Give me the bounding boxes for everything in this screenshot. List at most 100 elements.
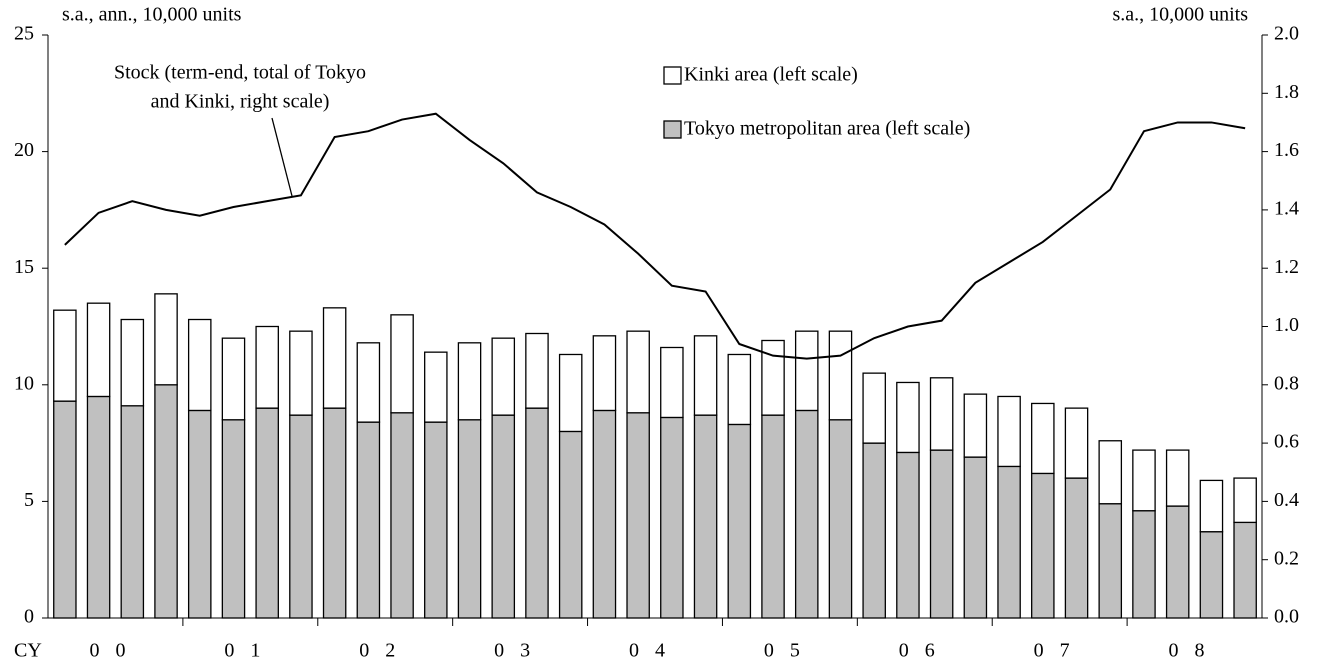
bar — [390, 412, 414, 619]
bar — [53, 400, 77, 619]
bar — [187, 409, 212, 619]
bar — [929, 377, 954, 451]
y2-axis-label: s.a., 10,000 units — [1112, 4, 1248, 26]
legend-label: Tokyo metropolitan area (left scale) — [684, 118, 970, 140]
y-tick-label: 0 — [24, 606, 34, 628]
bar — [120, 405, 145, 619]
bar — [1064, 407, 1089, 479]
y2-tick-label: 1.6 — [1274, 139, 1299, 161]
bar — [1199, 531, 1224, 619]
y-tick-label: 20 — [14, 139, 34, 161]
bar — [794, 330, 819, 412]
bar — [1098, 440, 1123, 505]
x-tick-label: 05 — [764, 640, 816, 662]
bar — [558, 353, 583, 433]
bar — [626, 412, 650, 619]
y-axis-label: s.a., ann., 10,000 units — [62, 4, 242, 26]
y2-tick-label: 1.4 — [1274, 197, 1299, 219]
bar — [221, 419, 246, 619]
x-tick-label: 06 — [899, 640, 951, 662]
bar — [255, 325, 279, 409]
bar — [862, 372, 886, 444]
bar — [660, 346, 684, 419]
bar — [390, 314, 414, 414]
x-tick-label: 07 — [1034, 640, 1086, 662]
bar — [86, 395, 111, 619]
bar — [120, 318, 145, 407]
bar — [1233, 521, 1257, 619]
bar — [1132, 510, 1156, 619]
bar — [592, 409, 617, 619]
bar — [1233, 477, 1257, 524]
bar — [997, 465, 1021, 619]
bar — [86, 302, 111, 398]
bar — [525, 332, 549, 409]
bar — [626, 330, 650, 414]
bar — [592, 335, 617, 412]
legend-swatch — [663, 66, 682, 85]
bar — [322, 407, 347, 619]
bar — [154, 293, 178, 386]
y2-tick-label: 2.0 — [1274, 23, 1299, 45]
x-tick-label: 00 — [89, 640, 141, 662]
y2-tick-label: 0.6 — [1274, 431, 1299, 453]
bar — [693, 414, 718, 619]
y2-tick-label: 1.8 — [1274, 81, 1299, 103]
bar — [1064, 477, 1089, 619]
x-tick-label: 03 — [494, 640, 546, 662]
bar — [558, 430, 583, 619]
bar — [289, 330, 313, 416]
bar — [491, 337, 516, 416]
bar — [963, 393, 988, 458]
bar — [896, 381, 920, 454]
y2-tick-label: 0.8 — [1274, 372, 1299, 394]
bar — [727, 353, 752, 426]
line — [64, 112, 1246, 360]
bar — [255, 407, 279, 619]
y2-tick-label: 1.0 — [1274, 314, 1299, 336]
x-tick-label: 08 — [1169, 640, 1221, 662]
bar — [761, 414, 785, 619]
bar — [1098, 503, 1123, 619]
bar — [1165, 505, 1190, 619]
bar — [154, 384, 178, 619]
y2-tick-label: 0.4 — [1274, 489, 1299, 511]
bar — [963, 456, 988, 619]
x-tick-label: 02 — [359, 640, 411, 662]
legend-swatch — [663, 120, 682, 139]
bar — [1031, 472, 1055, 619]
bar — [457, 419, 482, 619]
legend-label: Kinki area (left scale) — [684, 64, 858, 86]
annotation: Stock (term-end, total of Tokyo — [114, 62, 366, 84]
bar — [187, 318, 212, 412]
bar — [727, 423, 752, 619]
bar — [53, 309, 77, 402]
bar — [997, 395, 1021, 468]
y-tick-label: 10 — [14, 372, 34, 394]
bar — [828, 419, 853, 619]
bar — [424, 421, 448, 619]
bar — [1031, 402, 1055, 475]
bar — [322, 307, 347, 409]
bar — [693, 335, 718, 416]
bar — [457, 342, 482, 421]
bar — [1132, 449, 1156, 512]
y-tick-label: 5 — [24, 489, 34, 511]
bar — [929, 449, 954, 619]
bar — [828, 330, 853, 421]
y2-tick-label: 0.0 — [1274, 606, 1299, 628]
bar — [896, 451, 920, 619]
y-tick-label: 15 — [14, 256, 34, 278]
bar — [1165, 449, 1190, 507]
bar — [356, 421, 381, 619]
bar — [424, 351, 448, 423]
x-tick-label: 04 — [629, 640, 681, 662]
y2-tick-label: 1.2 — [1274, 256, 1299, 278]
x-tick-label: 01 — [224, 640, 276, 662]
y2-tick-label: 0.2 — [1274, 547, 1299, 569]
bar — [862, 442, 886, 619]
bar — [660, 416, 684, 619]
bar — [761, 339, 785, 416]
bar — [221, 337, 246, 421]
